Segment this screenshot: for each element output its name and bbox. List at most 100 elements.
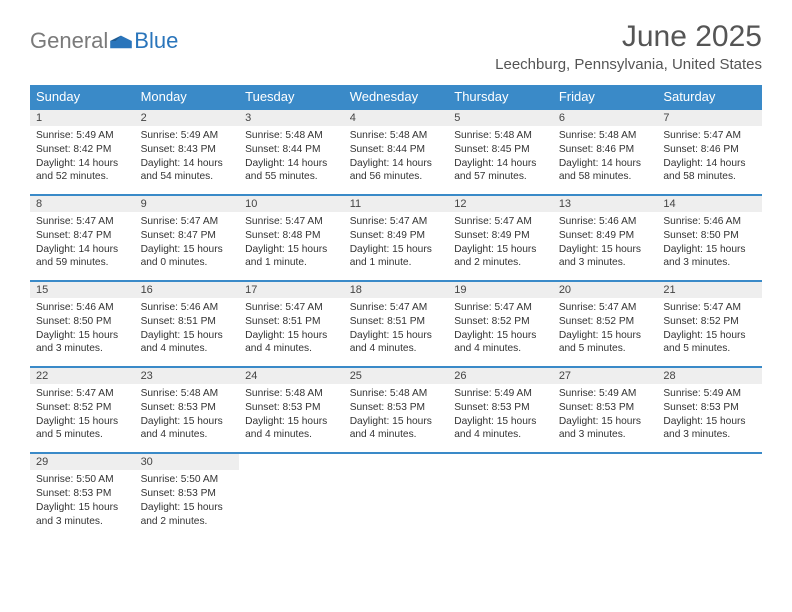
sunrise-text: Sunrise: 5:47 AM — [245, 301, 338, 315]
sunrise-text: Sunrise: 5:46 AM — [141, 301, 234, 315]
day-number-cell: 6 — [553, 109, 658, 126]
weekday-header: Thursday — [448, 85, 553, 109]
day-number-cell: 17 — [239, 281, 344, 298]
sunset-text: Sunset: 8:52 PM — [36, 401, 129, 415]
sunrise-text: Sunrise: 5:47 AM — [141, 215, 234, 229]
sunset-text: Sunset: 8:53 PM — [454, 401, 547, 415]
calendar-table: Sunday Monday Tuesday Wednesday Thursday… — [30, 85, 762, 538]
sunrise-text: Sunrise: 5:46 AM — [559, 215, 652, 229]
sunrise-text: Sunrise: 5:47 AM — [663, 129, 756, 143]
day-content-cell: Sunrise: 5:49 AMSunset: 8:43 PMDaylight:… — [135, 126, 240, 195]
location-text: Leechburg, Pennsylvania, United States — [495, 56, 762, 73]
weekday-header: Tuesday — [239, 85, 344, 109]
daylight-text: Daylight: 15 hours and 3 minutes. — [559, 415, 652, 443]
daylight-text: Daylight: 15 hours and 2 minutes. — [141, 501, 234, 529]
weekday-header: Sunday — [30, 85, 135, 109]
sunrise-text: Sunrise: 5:49 AM — [454, 387, 547, 401]
brand-part2: Blue — [134, 28, 178, 54]
daylight-text: Daylight: 15 hours and 5 minutes. — [663, 329, 756, 357]
day-content-cell — [344, 470, 449, 538]
title-block: June 2025 Leechburg, Pennsylvania, Unite… — [495, 20, 762, 73]
day-number-cell: 28 — [657, 367, 762, 384]
daylight-text: Daylight: 15 hours and 3 minutes. — [36, 501, 129, 529]
daylight-text: Daylight: 15 hours and 1 minute. — [350, 243, 443, 271]
day-content-row: Sunrise: 5:50 AMSunset: 8:53 PMDaylight:… — [30, 470, 762, 538]
day-number-cell: 3 — [239, 109, 344, 126]
day-number-cell: 20 — [553, 281, 658, 298]
sunset-text: Sunset: 8:49 PM — [559, 229, 652, 243]
brand-logo: General Blue — [30, 28, 178, 54]
weekday-header: Wednesday — [344, 85, 449, 109]
sunset-text: Sunset: 8:44 PM — [245, 143, 338, 157]
day-number-cell: 21 — [657, 281, 762, 298]
day-number-cell: 19 — [448, 281, 553, 298]
daylight-text: Daylight: 15 hours and 4 minutes. — [350, 415, 443, 443]
weekday-header: Friday — [553, 85, 658, 109]
sunset-text: Sunset: 8:51 PM — [245, 315, 338, 329]
day-number-cell: 4 — [344, 109, 449, 126]
sunrise-text: Sunrise: 5:47 AM — [36, 387, 129, 401]
daylight-text: Daylight: 15 hours and 3 minutes. — [559, 243, 652, 271]
month-title: June 2025 — [495, 20, 762, 54]
day-content-cell: Sunrise: 5:47 AMSunset: 8:51 PMDaylight:… — [344, 298, 449, 367]
day-number-cell: 26 — [448, 367, 553, 384]
weekday-header: Saturday — [657, 85, 762, 109]
sunrise-text: Sunrise: 5:49 AM — [141, 129, 234, 143]
sunrise-text: Sunrise: 5:48 AM — [454, 129, 547, 143]
brand-flag-icon — [110, 32, 132, 50]
day-number-cell: 15 — [30, 281, 135, 298]
day-number-cell: 23 — [135, 367, 240, 384]
sunset-text: Sunset: 8:47 PM — [141, 229, 234, 243]
day-content-cell: Sunrise: 5:47 AMSunset: 8:52 PMDaylight:… — [30, 384, 135, 453]
sunset-text: Sunset: 8:53 PM — [350, 401, 443, 415]
day-number-cell — [657, 453, 762, 470]
day-content-cell: Sunrise: 5:48 AMSunset: 8:44 PMDaylight:… — [239, 126, 344, 195]
day-number-cell: 25 — [344, 367, 449, 384]
daylight-text: Daylight: 14 hours and 54 minutes. — [141, 157, 234, 185]
day-number-cell — [344, 453, 449, 470]
day-number-cell: 7 — [657, 109, 762, 126]
day-content-cell: Sunrise: 5:50 AMSunset: 8:53 PMDaylight:… — [30, 470, 135, 538]
day-content-cell: Sunrise: 5:46 AMSunset: 8:50 PMDaylight:… — [657, 212, 762, 281]
day-number-cell — [448, 453, 553, 470]
day-number-cell: 8 — [30, 195, 135, 212]
daylight-text: Daylight: 15 hours and 1 minute. — [245, 243, 338, 271]
sunrise-text: Sunrise: 5:48 AM — [245, 129, 338, 143]
daylight-text: Daylight: 15 hours and 4 minutes. — [245, 329, 338, 357]
sunset-text: Sunset: 8:50 PM — [36, 315, 129, 329]
day-content-cell: Sunrise: 5:47 AMSunset: 8:52 PMDaylight:… — [657, 298, 762, 367]
sunset-text: Sunset: 8:42 PM — [36, 143, 129, 157]
day-content-cell: Sunrise: 5:47 AMSunset: 8:46 PMDaylight:… — [657, 126, 762, 195]
day-content-cell: Sunrise: 5:48 AMSunset: 8:53 PMDaylight:… — [344, 384, 449, 453]
sunrise-text: Sunrise: 5:48 AM — [245, 387, 338, 401]
daylight-text: Daylight: 15 hours and 5 minutes. — [559, 329, 652, 357]
day-number-cell: 29 — [30, 453, 135, 470]
sunset-text: Sunset: 8:49 PM — [454, 229, 547, 243]
day-content-cell: Sunrise: 5:48 AMSunset: 8:53 PMDaylight:… — [239, 384, 344, 453]
daylight-text: Daylight: 14 hours and 58 minutes. — [559, 157, 652, 185]
day-content-row: Sunrise: 5:47 AMSunset: 8:52 PM Daylight:… — [30, 384, 762, 453]
sunrise-text: Sunrise: 5:48 AM — [350, 129, 443, 143]
daylight-text: Daylight: 14 hours and 56 minutes. — [350, 157, 443, 185]
day-number-cell: 22 — [30, 367, 135, 384]
sunrise-text: Sunrise: 5:47 AM — [559, 301, 652, 315]
day-content-cell: Sunrise: 5:48 AMSunset: 8:46 PMDaylight:… — [553, 126, 658, 195]
sunrise-text: Sunrise: 5:47 AM — [36, 215, 129, 229]
day-content-cell: Sunrise: 5:47 AMSunset: 8:52 PMDaylight:… — [553, 298, 658, 367]
sunrise-text: Sunrise: 5:49 AM — [663, 387, 756, 401]
day-number-cell: 5 — [448, 109, 553, 126]
sunrise-text: Sunrise: 5:47 AM — [350, 301, 443, 315]
daylight-text: Daylight: 14 hours and 59 minutes. — [36, 243, 129, 271]
weekday-header-row: Sunday Monday Tuesday Wednesday Thursday… — [30, 85, 762, 109]
sunset-text: Sunset: 8:53 PM — [663, 401, 756, 415]
weekday-header: Monday — [135, 85, 240, 109]
sunset-text: Sunset: 8:47 PM — [36, 229, 129, 243]
sunset-text: Sunset: 8:53 PM — [141, 401, 234, 415]
daylight-text: Daylight: 15 hours and 2 minutes. — [454, 243, 547, 271]
daylight-text: Daylight: 15 hours and 3 minutes. — [36, 329, 129, 357]
sunrise-text: Sunrise: 5:49 AM — [36, 129, 129, 143]
day-content-row: Sunrise: 5:46 AMSunset: 8:50 PMDaylight:… — [30, 298, 762, 367]
day-content-cell — [239, 470, 344, 538]
day-content-cell: Sunrise: 5:49 AMSunset: 8:53 PMDaylight:… — [448, 384, 553, 453]
day-number-cell: 24 — [239, 367, 344, 384]
